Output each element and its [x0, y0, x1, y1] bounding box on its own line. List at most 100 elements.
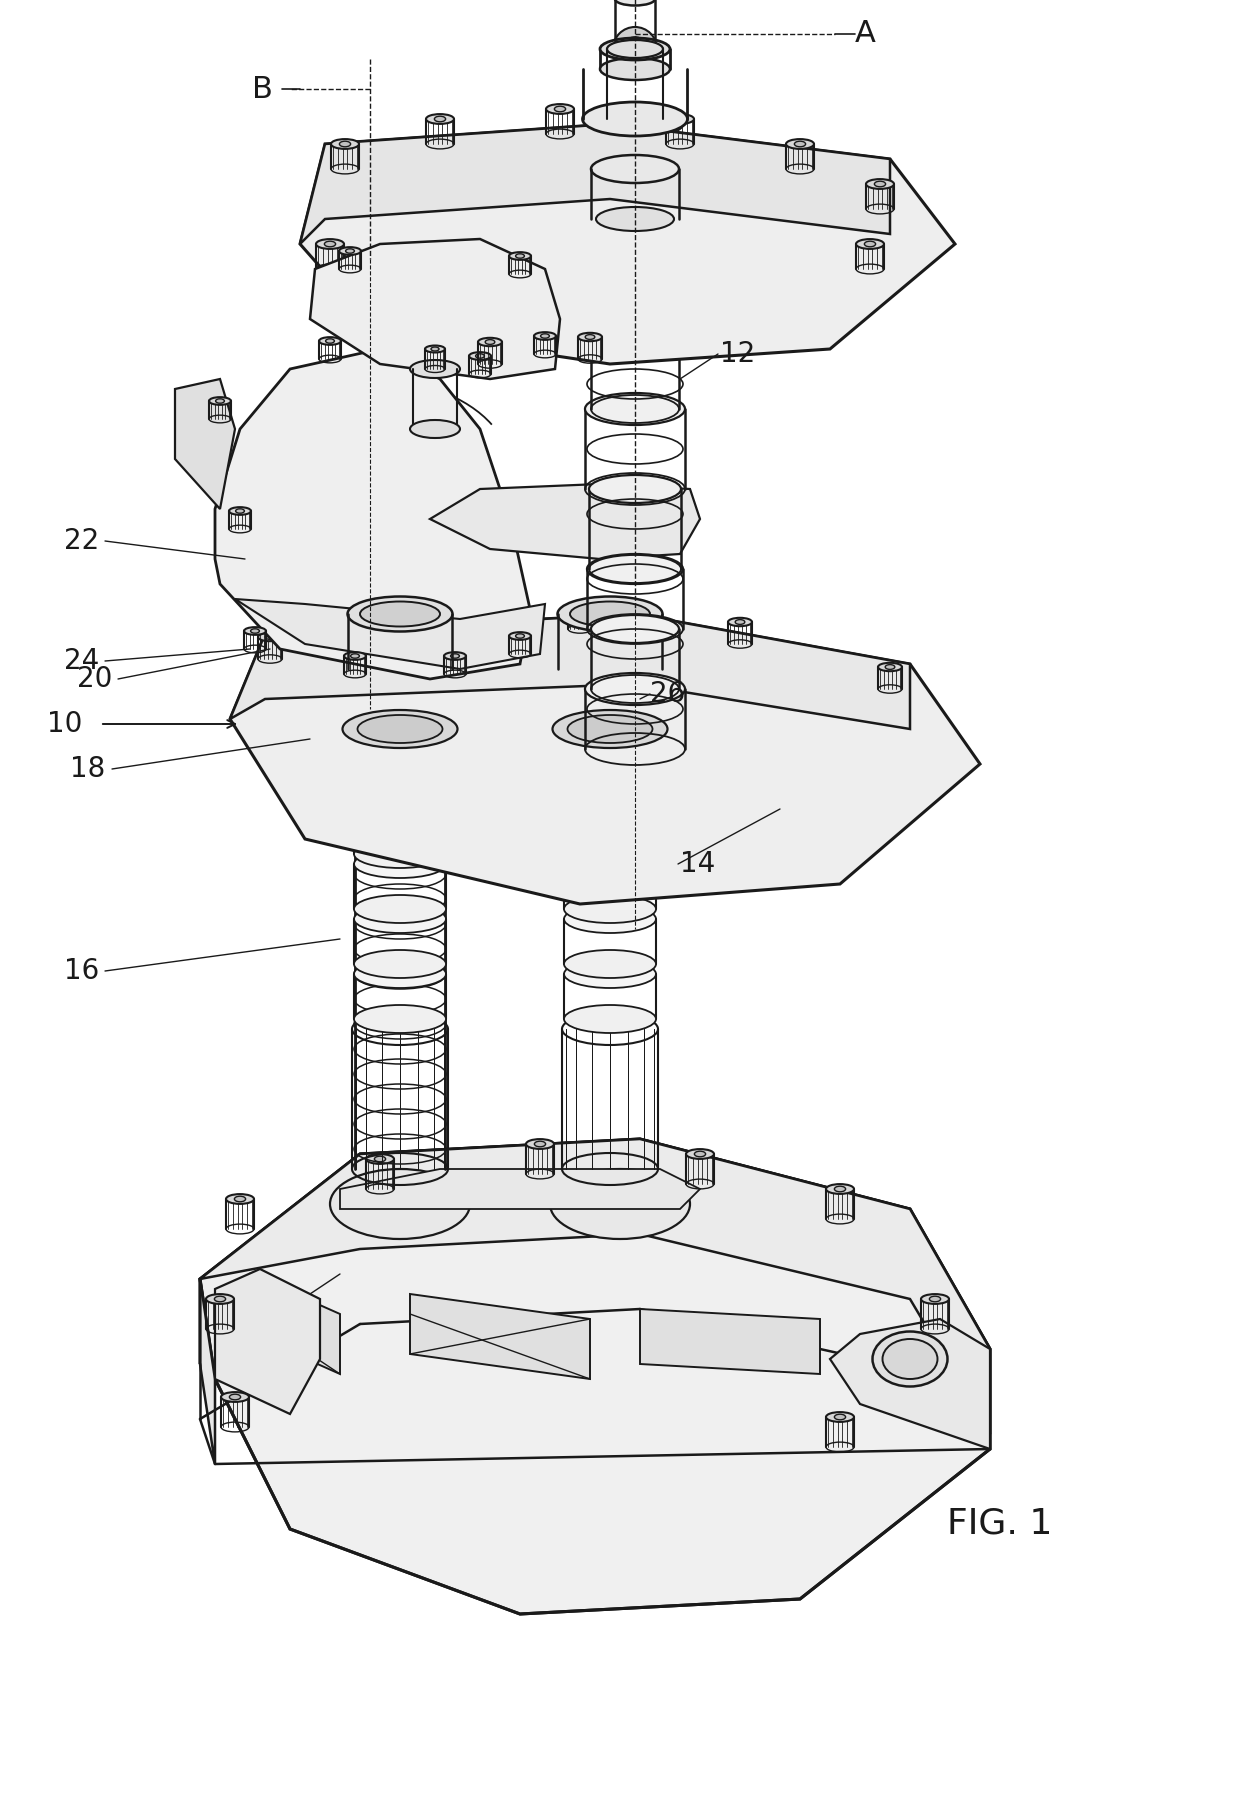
Ellipse shape	[415, 610, 425, 615]
Ellipse shape	[578, 333, 601, 342]
Ellipse shape	[564, 794, 656, 823]
Ellipse shape	[476, 355, 485, 358]
Polygon shape	[200, 1140, 990, 1435]
Ellipse shape	[250, 630, 259, 633]
Ellipse shape	[325, 241, 336, 246]
Ellipse shape	[826, 1185, 854, 1194]
Text: B: B	[252, 74, 273, 103]
Ellipse shape	[786, 139, 813, 148]
Ellipse shape	[553, 709, 667, 747]
Ellipse shape	[735, 620, 745, 624]
Ellipse shape	[408, 608, 432, 617]
Ellipse shape	[585, 673, 684, 706]
Ellipse shape	[236, 508, 244, 514]
Polygon shape	[200, 1279, 215, 1463]
Ellipse shape	[564, 785, 656, 812]
Ellipse shape	[353, 839, 446, 868]
Polygon shape	[215, 349, 529, 678]
Ellipse shape	[564, 850, 656, 877]
Polygon shape	[410, 1293, 590, 1378]
Text: 20: 20	[77, 666, 113, 693]
Ellipse shape	[866, 179, 894, 188]
Ellipse shape	[583, 101, 687, 136]
Polygon shape	[200, 1140, 990, 1614]
Text: 14: 14	[681, 850, 715, 877]
Ellipse shape	[450, 653, 459, 658]
Polygon shape	[340, 1169, 701, 1208]
Ellipse shape	[374, 1156, 386, 1161]
Text: 10: 10	[47, 709, 83, 738]
Ellipse shape	[795, 141, 806, 147]
Ellipse shape	[434, 116, 445, 121]
Ellipse shape	[541, 335, 549, 338]
Ellipse shape	[878, 662, 901, 671]
Ellipse shape	[343, 653, 366, 660]
Text: 22: 22	[64, 526, 99, 555]
Text: 12: 12	[720, 340, 755, 367]
Ellipse shape	[229, 1395, 241, 1400]
Ellipse shape	[353, 895, 446, 923]
Polygon shape	[300, 125, 955, 364]
Ellipse shape	[596, 206, 675, 232]
Ellipse shape	[353, 1006, 446, 1033]
Ellipse shape	[427, 114, 454, 123]
Ellipse shape	[826, 1413, 854, 1422]
Ellipse shape	[600, 58, 670, 80]
Ellipse shape	[353, 850, 446, 877]
Polygon shape	[250, 1274, 340, 1375]
Ellipse shape	[615, 0, 655, 5]
Ellipse shape	[339, 248, 361, 255]
Ellipse shape	[485, 340, 495, 344]
Ellipse shape	[342, 709, 458, 747]
Ellipse shape	[874, 181, 885, 186]
Ellipse shape	[353, 740, 446, 769]
Ellipse shape	[564, 839, 656, 868]
Ellipse shape	[351, 653, 360, 658]
Ellipse shape	[568, 715, 652, 743]
Ellipse shape	[835, 1415, 846, 1420]
Ellipse shape	[585, 335, 595, 340]
Ellipse shape	[316, 239, 343, 250]
Ellipse shape	[600, 38, 670, 60]
Ellipse shape	[258, 633, 281, 640]
Ellipse shape	[558, 597, 662, 631]
Ellipse shape	[319, 336, 341, 346]
Polygon shape	[310, 239, 560, 380]
Ellipse shape	[425, 346, 445, 353]
Ellipse shape	[885, 664, 895, 669]
Polygon shape	[640, 1310, 820, 1375]
Polygon shape	[236, 599, 546, 669]
Ellipse shape	[340, 141, 351, 147]
Polygon shape	[300, 125, 890, 244]
Ellipse shape	[591, 156, 680, 183]
Ellipse shape	[226, 1194, 254, 1205]
Text: 16: 16	[64, 957, 99, 984]
Ellipse shape	[331, 139, 360, 148]
Ellipse shape	[585, 393, 684, 425]
Ellipse shape	[686, 1149, 714, 1160]
Ellipse shape	[666, 114, 694, 123]
Ellipse shape	[353, 904, 446, 933]
Ellipse shape	[432, 347, 439, 351]
Text: A: A	[854, 20, 875, 49]
Ellipse shape	[589, 195, 681, 223]
Ellipse shape	[366, 1154, 394, 1163]
Ellipse shape	[930, 1297, 941, 1302]
Ellipse shape	[216, 398, 224, 403]
Ellipse shape	[265, 635, 275, 639]
Ellipse shape	[360, 602, 440, 626]
Ellipse shape	[353, 961, 446, 988]
Polygon shape	[175, 380, 236, 508]
Ellipse shape	[346, 250, 355, 253]
Ellipse shape	[353, 785, 446, 812]
Ellipse shape	[534, 333, 556, 340]
Ellipse shape	[444, 653, 466, 660]
Ellipse shape	[564, 904, 656, 933]
Ellipse shape	[516, 633, 525, 639]
Circle shape	[622, 36, 647, 62]
Ellipse shape	[469, 353, 491, 360]
Polygon shape	[215, 1268, 320, 1415]
Ellipse shape	[215, 1297, 226, 1302]
Ellipse shape	[564, 961, 656, 988]
Ellipse shape	[551, 1169, 689, 1239]
